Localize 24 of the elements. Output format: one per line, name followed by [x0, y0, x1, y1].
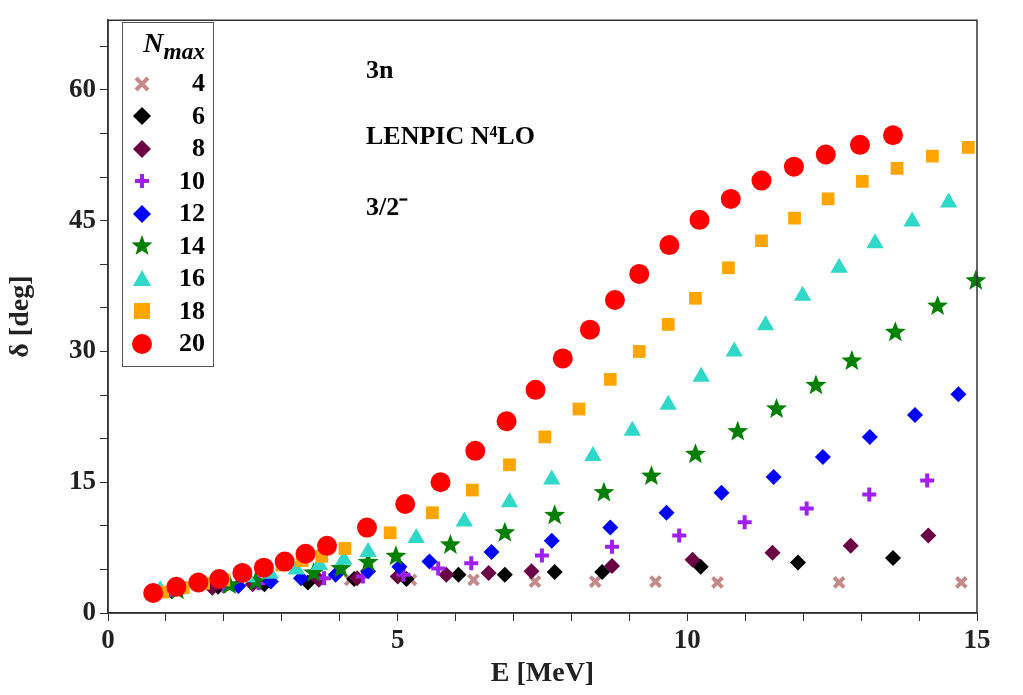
legend-label: 18 — [178, 294, 205, 327]
y-tick-label: 60 — [69, 72, 96, 103]
legend-label: 4 — [191, 67, 205, 100]
legend-title: N$_{max}$ — [142, 27, 205, 66]
y-axis-title: δ [deg] — [3, 275, 35, 358]
x-tick-label: 15 — [963, 624, 991, 655]
x-tick-label: 10 — [673, 624, 701, 655]
legend-label: 20 — [178, 327, 205, 360]
y-tick-label: 0 — [82, 595, 96, 626]
legend-label: 16 — [178, 262, 205, 295]
legend-label: 6 — [191, 99, 205, 132]
x-tick-label: 5 — [390, 624, 405, 655]
legend-label: 14 — [178, 229, 205, 262]
x-axis-title: E [MeV] — [490, 656, 595, 688]
y-tick-label: 15 — [69, 465, 96, 496]
annotation: LENPIC N⁴LO — [366, 121, 535, 152]
y-tick-label: 30 — [69, 334, 96, 365]
legend-label: 12 — [178, 197, 205, 230]
annotation: 3n — [366, 55, 394, 86]
annotation: 3/2⁻ — [366, 191, 409, 224]
legend-label: 8 — [191, 132, 205, 165]
y-tick-label: 45 — [69, 203, 96, 234]
legend-label: 10 — [178, 164, 205, 197]
x-tick-label: 0 — [101, 624, 115, 655]
